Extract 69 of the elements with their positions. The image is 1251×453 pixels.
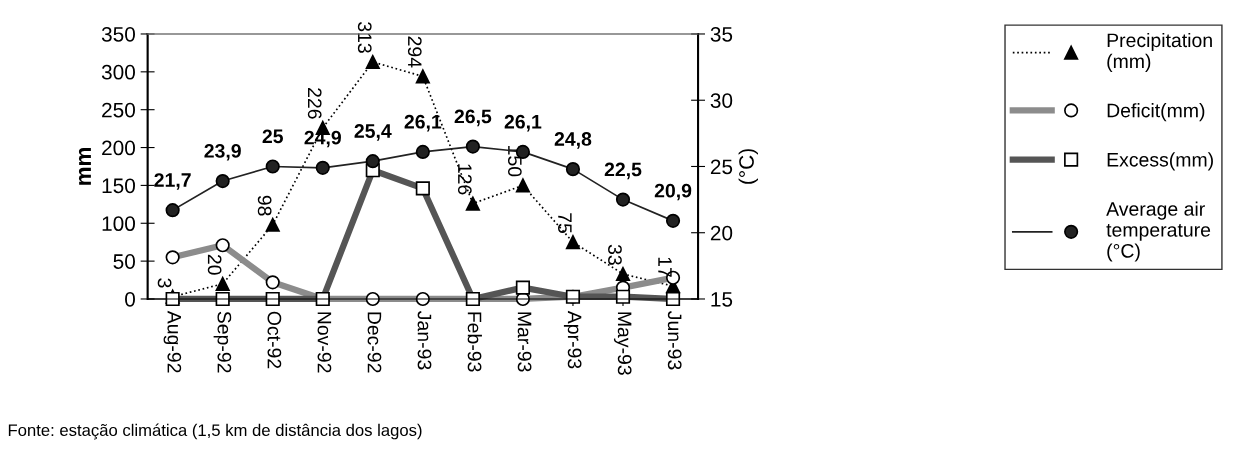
data-label: 226 xyxy=(307,88,322,119)
x-tick-label: May-93 xyxy=(613,312,632,375)
x-tick-label: Apr-93 xyxy=(563,310,582,369)
data-label: 26,1 xyxy=(504,114,542,132)
data-label: 23,9 xyxy=(204,144,241,161)
data-label: 98 xyxy=(257,195,272,216)
point xyxy=(415,69,430,84)
point xyxy=(615,192,631,207)
y2-tick-label: 20 xyxy=(710,225,733,241)
data-label: 3 xyxy=(157,278,172,288)
y2-tick-label: 30 xyxy=(710,93,733,108)
point xyxy=(315,160,330,175)
x-tick-label: Aug-92 xyxy=(163,310,182,373)
y-axis-title: mm xyxy=(78,148,91,185)
data-label: 24,8 xyxy=(554,132,592,149)
x-tick-label: Nov-92 xyxy=(317,312,332,373)
point xyxy=(615,266,631,282)
y2-tick-label: 35 xyxy=(710,26,733,42)
x-tick-label: Feb-93 xyxy=(467,312,482,372)
y-tick-label: 200 xyxy=(102,140,135,156)
x-tick-label: Mar-93 xyxy=(517,312,532,372)
point xyxy=(415,144,430,159)
y-tick-label: 0 xyxy=(125,291,135,307)
y2-tick-label: 25 xyxy=(710,159,733,175)
y-tick-label: 300 xyxy=(101,64,135,80)
point xyxy=(265,159,280,174)
legend-label: Average air temperature (°C) xyxy=(1106,201,1211,262)
y-tick-label: 250 xyxy=(102,102,135,118)
data-label: 75 xyxy=(558,213,572,234)
point xyxy=(215,276,230,291)
data-label: 33 xyxy=(608,244,622,265)
point xyxy=(215,173,230,189)
x-tick-label: Jan-93 xyxy=(417,311,432,370)
point xyxy=(165,203,180,218)
x-tick-label: Oct-92 xyxy=(267,311,282,369)
data-label: 26,1 xyxy=(404,114,442,132)
data-label: 25 xyxy=(262,129,283,144)
data-label: 17 xyxy=(658,257,672,277)
x-tick-label: Dec-92 xyxy=(367,312,382,373)
data-label: 20 xyxy=(207,254,222,275)
y2-axis-title: (°C) xyxy=(738,149,758,184)
x-tick-label: Jun-93 xyxy=(667,311,682,370)
point xyxy=(365,154,380,169)
data-label: 294 xyxy=(407,36,422,68)
data-label: 26,5 xyxy=(454,109,492,127)
data-label: 22,5 xyxy=(604,162,642,180)
data-label: 126 xyxy=(457,164,472,195)
point xyxy=(265,217,280,232)
point xyxy=(515,178,531,193)
x-tick-label: Sep-92 xyxy=(213,311,232,373)
y-tick-label: 50 xyxy=(113,254,135,269)
point xyxy=(465,139,480,154)
y-tick-label: 350 xyxy=(101,26,135,42)
data-label: 20,9 xyxy=(654,183,692,201)
y-tick-label: 100 xyxy=(102,216,135,232)
data-label: 313 xyxy=(357,21,372,53)
point xyxy=(565,162,581,177)
data-label: 21,7 xyxy=(154,173,191,190)
legend-label: Precipitation (mm) xyxy=(1107,32,1212,72)
point xyxy=(665,213,681,228)
source-note: Fonte: estação climática (1,5 km de distância dos lagos) xyxy=(8,423,422,440)
point xyxy=(565,235,581,250)
y-tick-label: 150 xyxy=(102,178,135,194)
legend-label: Excess(mm) xyxy=(1107,152,1213,171)
data-label: 25,4 xyxy=(354,124,392,141)
point xyxy=(465,196,480,211)
point xyxy=(365,54,380,70)
y2-tick-label: 15 xyxy=(711,292,733,307)
legend-label: Deficit(mm) xyxy=(1107,103,1205,122)
